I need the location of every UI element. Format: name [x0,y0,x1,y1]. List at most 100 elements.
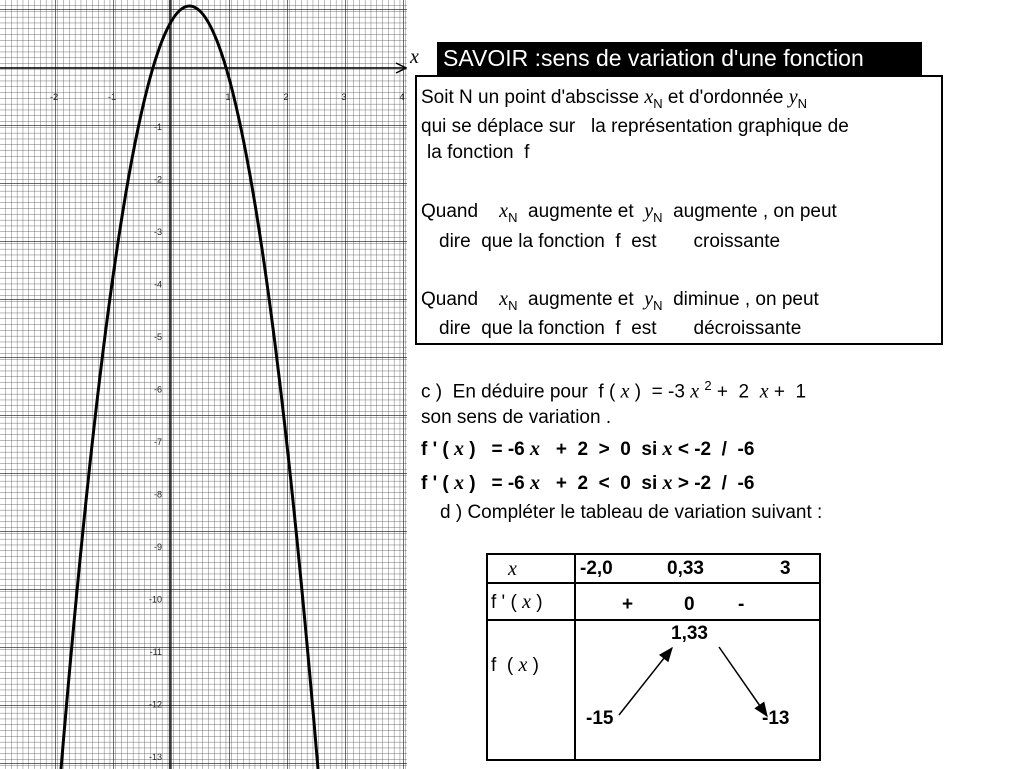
x-tick-label: 2 [283,92,288,102]
y-tick-label: -5 [154,332,162,342]
text: ) = -6 [469,439,525,460]
var: x [644,86,654,108]
sign: - [738,594,745,615]
text-line: qui se déplace sur la représentation gra… [421,116,849,137]
x-tick-label: 1 [225,92,230,102]
text: + 2 > 0 si [555,439,658,460]
table-header: -2,0 [580,558,613,579]
exponent: 2 [704,378,712,393]
y-tick-label: -13 [149,752,162,762]
text: f ' ( [491,592,517,613]
y-tick-label: -4 [154,280,162,290]
text: f ' ( [421,439,449,460]
text: ) [532,655,539,676]
y-tick-label: -12 [149,700,162,710]
text: dire que la fonction f est [439,318,657,339]
text-line: Quand xN augmente et yN diminue , on peu… [421,288,819,313]
table-header: 3 [780,558,791,579]
savoir-box [415,75,943,345]
text: ) [536,592,543,613]
var: y [644,200,654,222]
text-line: Soit N un point d'abscisse xN et d'ordon… [421,86,807,111]
text: f ' ( [421,473,449,494]
text: diminue , on peut [673,289,819,310]
text-line: Quand xN augmente et yN augmente , on pe… [421,200,837,225]
var: x [530,472,541,494]
y-tick-label: -7 [154,437,162,447]
text-line: d ) Compléter le tableau de variation su… [440,502,823,523]
text: ) = -6 [469,473,525,494]
text: et d'ordonnée [667,87,784,108]
text-line: c ) En déduire pour f ( x ) = -3 x 2 + 2… [421,378,806,403]
var: x [662,438,673,460]
table-value: -15 [586,708,614,729]
y-tick-label: -9 [154,542,162,552]
text: > -2 / -6 [677,473,755,494]
text-line: son sens de variation . [421,407,612,428]
title-bar [437,42,922,75]
table-value: 1,33 [671,623,708,644]
sub: N [508,209,518,225]
y-tick-label: -6 [154,385,162,395]
sub: N [797,95,808,111]
text: < -2 / -6 [677,439,755,460]
table-value: -13 [762,708,790,729]
title: SAVOIR :sens de variation d'une fonction [443,45,864,71]
sub: N [653,209,663,225]
text: dire que la fonction f est [439,231,657,252]
var: x [759,380,769,403]
text: ) = -3 [634,381,685,403]
var: y [788,86,798,108]
var: x [518,654,528,676]
text-line: la fonction f [427,142,530,163]
text-line: f ' ( x ) = -6 x + 2 > 0 si x < -2 / -6 [421,438,754,461]
text: c ) En déduire pour f ( [421,381,616,403]
sub: N [653,297,663,313]
answer: décroissante [693,318,802,339]
y-tick-label: -10 [149,595,162,605]
y-tick-label: -8 [154,490,162,500]
var: y [644,288,654,310]
text: + 1 [773,381,807,403]
text: Soit N un point d'abscisse [421,87,640,108]
sign: 0 [684,594,695,615]
var: x [620,380,630,403]
y-tick-label: -3 [154,227,162,237]
text: augmente , on peut [673,201,837,222]
graph: -2 -1 1 2 3 4-1-2-3-4-5-6-7-8-9-10-11-12-13 [0,0,407,769]
text: + 2 < 0 si [555,473,658,494]
var: x [499,200,509,222]
text: Quand [421,289,479,310]
x-tick-label: 3 [341,92,346,102]
text-line: dire que la fonction f est croissante [439,231,780,253]
sub: N [653,95,663,111]
y-tick-label: -2 [154,175,162,185]
text: augmente et [528,201,634,222]
row-label: f ( x ) [491,654,539,677]
row-label: f ' ( x ) [491,591,543,614]
text-line: f ' ( x ) = -6 x + 2 < 0 si x > -2 / -6 [421,472,754,495]
table-header: x [508,558,517,580]
table-header: 0,33 [667,558,704,579]
text-line: dire que la fonction f est décroissante [439,318,801,340]
var: x [662,472,673,494]
x-tick-label: -2 [50,92,58,102]
y-tick-label: -1 [154,122,162,132]
x-tick-label: 4 [399,92,404,102]
axis-label: x [410,46,419,68]
x-tick-label: -1 [108,92,116,102]
y-tick-label: -11 [150,647,162,657]
variation-table [486,553,821,761]
sub: N [508,297,518,313]
var: x [530,438,541,460]
var: x [499,288,509,310]
var: x [454,438,465,460]
var: x [522,591,531,613]
var: x [690,380,700,403]
answer: croissante [693,231,781,252]
text: + 2 [716,381,750,403]
var: x [454,472,465,494]
text: Quand [421,201,479,222]
text: augmente et [528,289,634,310]
